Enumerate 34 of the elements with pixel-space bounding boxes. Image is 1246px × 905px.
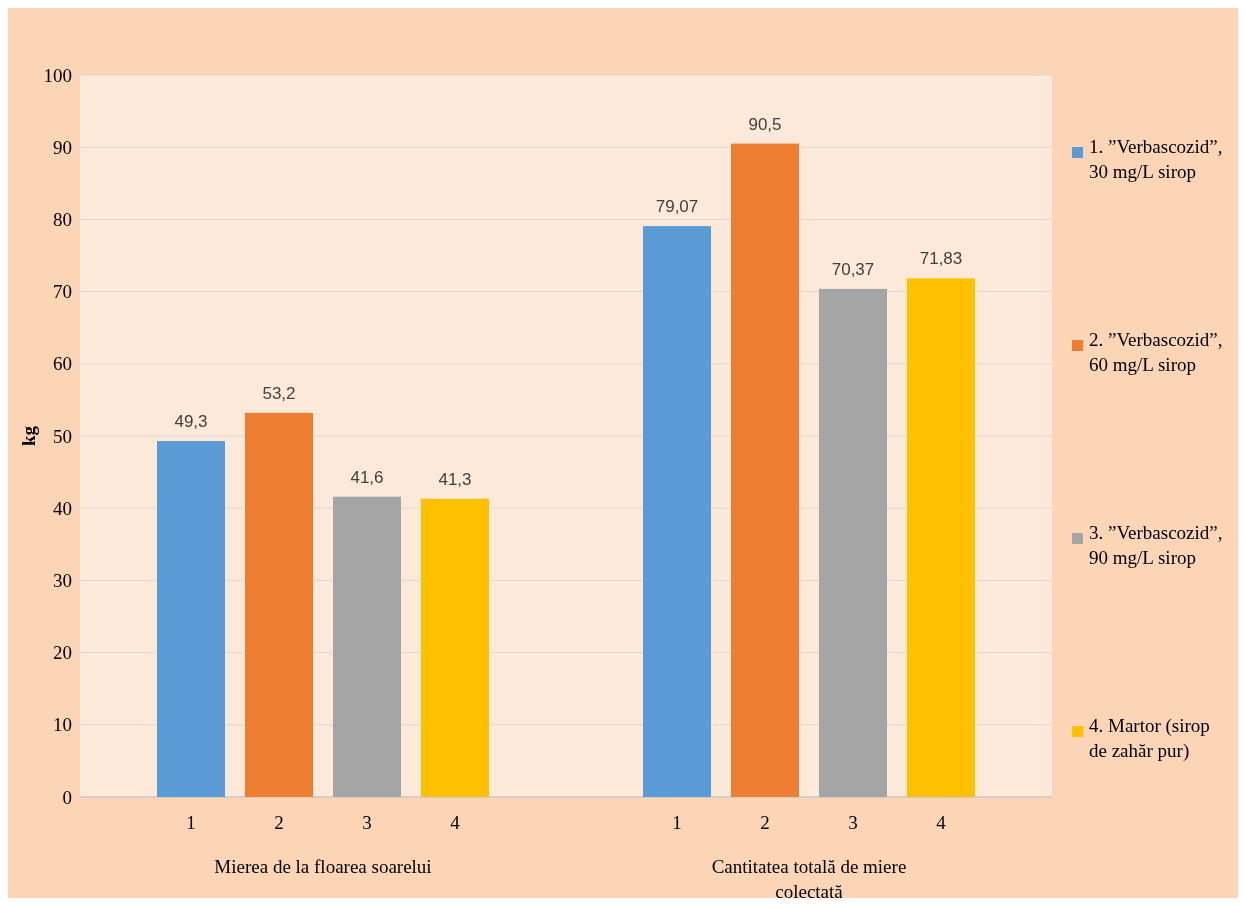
y-tick-label: 20 <box>53 642 72 664</box>
legend-label: 3. ”Verbascozid”, 90 mg/L sirop <box>1089 522 1223 568</box>
x-tick-label: 3 <box>362 812 372 833</box>
text: Cantitatea totală de miere colectată <box>711 856 907 902</box>
x-tick-label: 1 <box>186 812 196 833</box>
y-tick-label: 100 <box>43 64 72 86</box>
x-tick-label: 4 <box>936 812 947 833</box>
legend-label: 4. Martor (sirop de zahăr pur) <box>1089 715 1210 762</box>
data-label: 71,83 <box>919 249 963 269</box>
x-tick-label: 1 <box>672 812 682 833</box>
data-label: 41,3 <box>438 469 472 489</box>
legend-label: 2. ”Verbascozid”, 60 mg/L sirop <box>1089 329 1223 375</box>
data-label: 49,3 <box>174 412 208 432</box>
y-tick-label: 50 <box>53 425 72 447</box>
y-tick-label: 70 <box>53 281 72 303</box>
y-axis-title: kg <box>18 425 39 447</box>
y-tick-label: 80 <box>53 209 72 231</box>
x-tick-label: 2 <box>760 812 770 833</box>
x-tick-label: 4 <box>450 812 461 833</box>
legend-label: 1. ”Verbascozid”, 30 mg/L sirop <box>1089 136 1223 182</box>
x-tick-label: 2 <box>274 812 284 833</box>
data-label: 79,07 <box>655 197 699 217</box>
y-tick-label: 60 <box>53 353 72 375</box>
data-label: 90,5 <box>748 114 782 134</box>
y-tick-label: 0 <box>62 786 72 808</box>
x-tick-label: 3 <box>848 812 858 833</box>
data-label: 41,6 <box>350 467 384 487</box>
y-tick-label: 40 <box>53 497 72 519</box>
text: Mierea de la floarea soarelui <box>214 856 432 877</box>
y-tick-label: 30 <box>53 570 72 592</box>
data-label: 53,2 <box>262 383 296 403</box>
y-tick-label: 10 <box>53 714 72 736</box>
data-label: 70,37 <box>831 259 875 279</box>
y-tick-label: 90 <box>53 136 72 158</box>
